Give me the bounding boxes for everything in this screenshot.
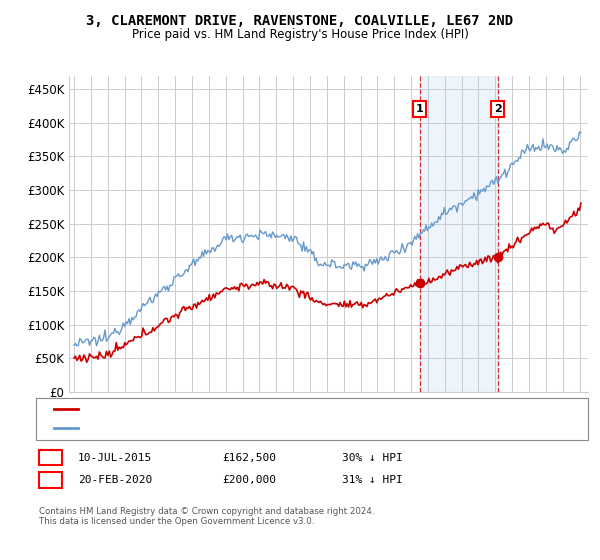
Text: 2: 2 xyxy=(494,104,502,114)
Text: 2: 2 xyxy=(46,473,55,487)
Text: Price paid vs. HM Land Registry's House Price Index (HPI): Price paid vs. HM Land Registry's House … xyxy=(131,28,469,41)
Text: £200,000: £200,000 xyxy=(222,475,276,485)
Text: 1: 1 xyxy=(416,104,424,114)
Bar xyxy=(420,76,497,392)
Text: 20-FEB-2020: 20-FEB-2020 xyxy=(78,475,152,485)
Text: £162,500: £162,500 xyxy=(222,452,276,463)
Text: 31% ↓ HPI: 31% ↓ HPI xyxy=(342,475,403,485)
Text: Contains HM Land Registry data © Crown copyright and database right 2024.
This d: Contains HM Land Registry data © Crown c… xyxy=(39,507,374,526)
Text: 1: 1 xyxy=(46,451,55,464)
Bar xyxy=(578,76,588,392)
Text: 10-JUL-2015: 10-JUL-2015 xyxy=(78,452,152,463)
Text: 3, CLAREMONT DRIVE, RAVENSTONE, COALVILLE, LE67 2ND (detached house): 3, CLAREMONT DRIVE, RAVENSTONE, COALVILL… xyxy=(87,404,468,414)
Text: HPI: Average price, detached house, North West Leicestershire: HPI: Average price, detached house, Nort… xyxy=(87,423,394,433)
Text: 3, CLAREMONT DRIVE, RAVENSTONE, COALVILLE, LE67 2ND: 3, CLAREMONT DRIVE, RAVENSTONE, COALVILL… xyxy=(86,14,514,28)
Text: 30% ↓ HPI: 30% ↓ HPI xyxy=(342,452,403,463)
